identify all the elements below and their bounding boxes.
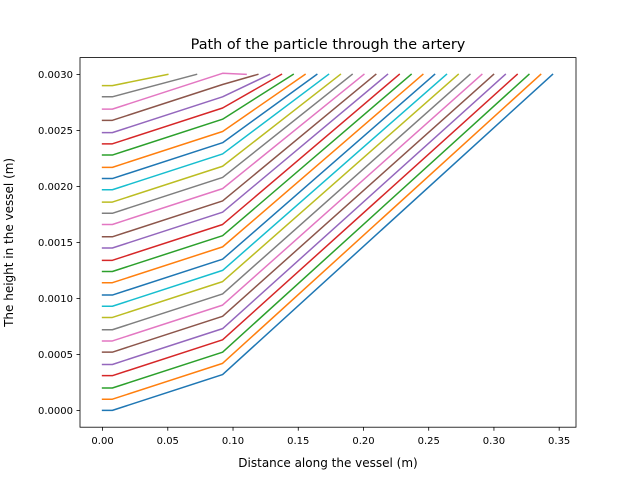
x-tick-label: 0.15 (287, 436, 309, 447)
y-tick-label: 0.0010 (38, 294, 73, 305)
x-ticks: 0.00 0.05 0.10 0.15 0.20 0.25 0.30 0.35 (91, 427, 570, 447)
series-line-1 (101, 73, 554, 412)
series-line-8 (101, 73, 471, 331)
series-line-21 (101, 73, 318, 180)
x-tick-label: 0.30 (483, 436, 505, 447)
x-tick-label: 0.05 (157, 436, 179, 447)
series-line-20 (101, 73, 330, 191)
series-line-11 (101, 73, 436, 296)
series-line-6 (101, 73, 495, 353)
series-layer (101, 72, 554, 412)
series-line-18 (101, 73, 354, 215)
series-line-16 (101, 73, 377, 238)
chart-title: Path of the particle through the artery (191, 37, 466, 53)
y-tick-label: 0.0015 (38, 238, 73, 249)
x-axis-label: Distance along the vessel (m) (238, 456, 417, 470)
series-line-25 (101, 73, 271, 134)
y-axis-label: The height in the vessel (m) (2, 158, 16, 328)
series-line-3 (101, 73, 530, 389)
series-line-5 (101, 73, 507, 366)
series-line-2 (101, 73, 542, 400)
series-line-7 (101, 73, 483, 342)
series-line-4 (101, 73, 519, 377)
series-line-24 (101, 73, 283, 145)
series-line-22 (101, 73, 307, 169)
series-line-12 (101, 73, 424, 284)
series-line-13 (101, 73, 413, 273)
series-line-15 (101, 73, 389, 249)
series-line-10 (101, 73, 448, 307)
y-tick-label: 0.0020 (38, 182, 73, 193)
y-tick-label: 0.0005 (38, 350, 73, 361)
y-tick-label: 0.0030 (38, 70, 73, 81)
series-line-19 (101, 73, 342, 203)
y-ticks: 0.0000 0.0005 0.0010 0.0015 0.0020 0.0025 0.00… (38, 70, 80, 417)
x-tick-label: 0.20 (352, 436, 374, 447)
series-line-29 (101, 73, 169, 87)
series-line-17 (101, 73, 365, 226)
y-tick-label: 0.0025 (38, 126, 73, 137)
x-tick-label: 0.25 (418, 436, 440, 447)
series-line-9 (101, 73, 460, 319)
x-tick-label: 0.10 (222, 436, 244, 447)
y-tick-label: 0.0000 (38, 406, 73, 417)
series-line-14 (101, 73, 401, 262)
series-line-23 (101, 73, 295, 156)
x-tick-label: 0.00 (91, 436, 113, 447)
series-line-26 (101, 73, 259, 122)
series-line-27 (101, 72, 247, 110)
axes-frame (79, 57, 577, 428)
series-line-28 (101, 73, 198, 98)
x-tick-label: 0.35 (548, 436, 570, 447)
